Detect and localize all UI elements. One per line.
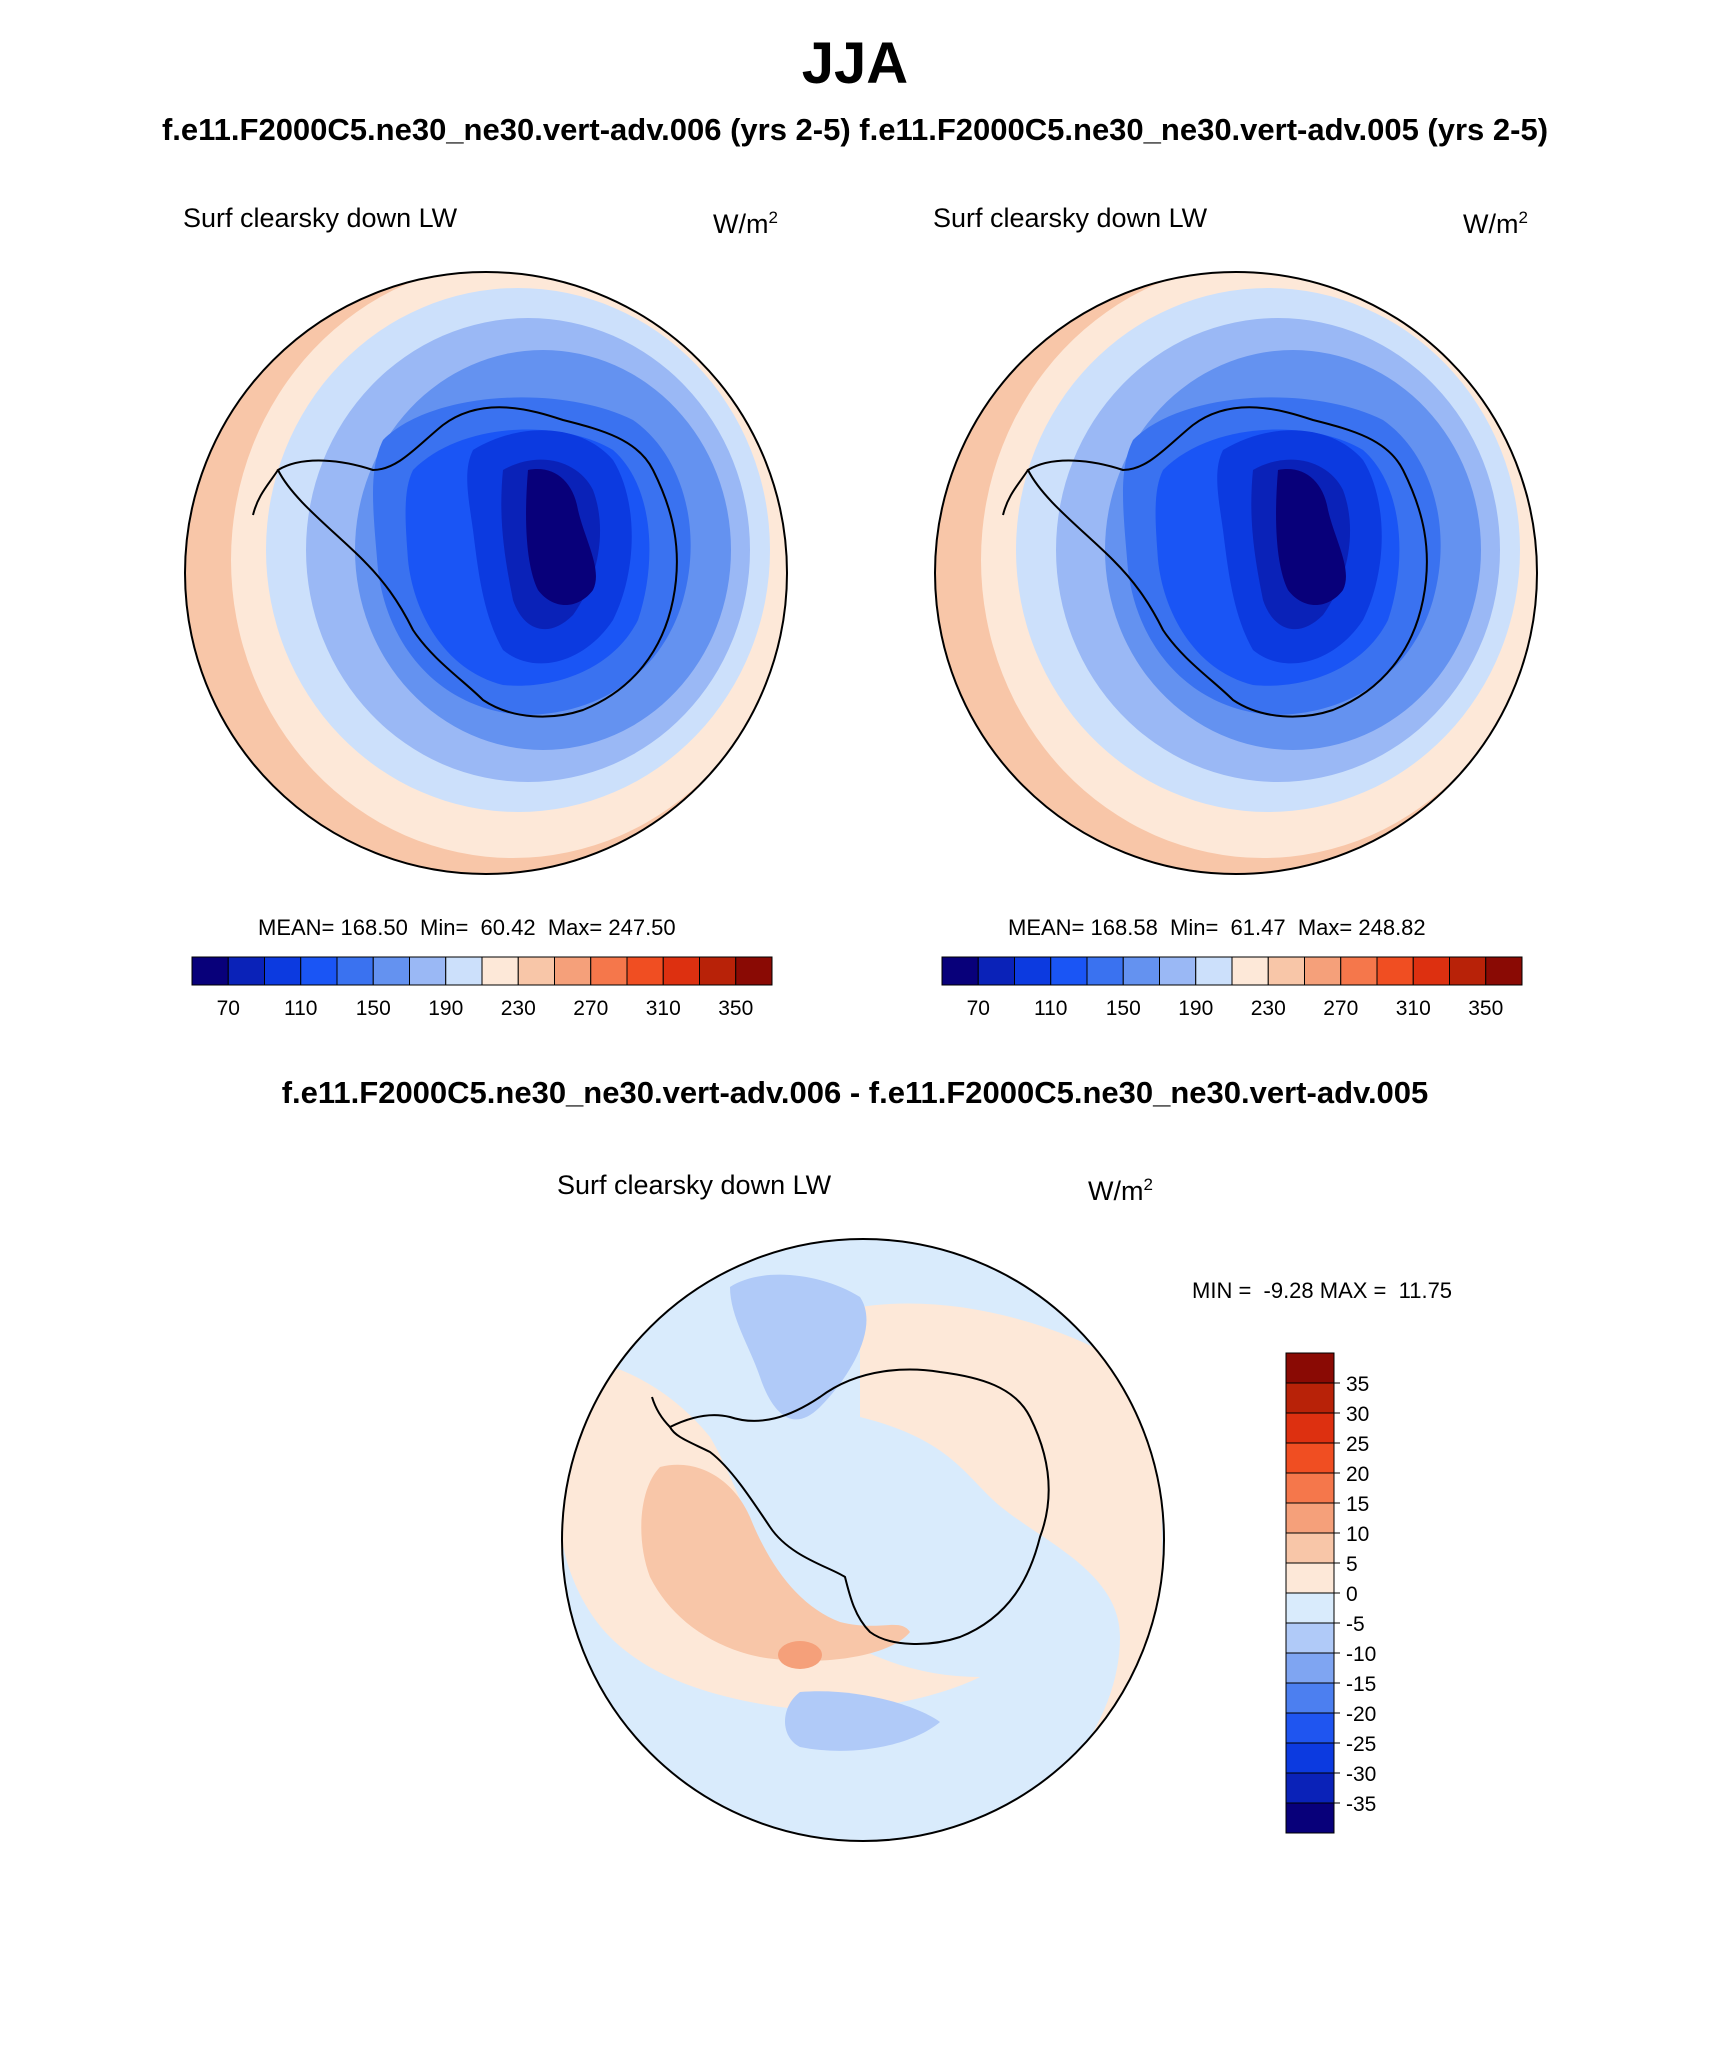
panel1-polar-map: [184, 271, 788, 875]
panel1-colorbar: 70 110 150 190 230 270 310 350: [191, 956, 773, 1020]
colorbar-swatch: [1412, 956, 1450, 986]
colorbar-tick-label: -10: [1346, 1643, 1376, 1666]
colorbar-swatch: [1485, 956, 1523, 986]
colorbar-tick-label: -25: [1346, 1733, 1376, 1756]
colorbar-swatch: [699, 956, 737, 986]
colorbar-swatch: [1050, 956, 1088, 986]
colorbar-swatch: [1285, 1412, 1335, 1444]
colorbar-tick-label: 310: [646, 997, 681, 1020]
panel2-stats: MEAN= 168.58 Min= 61.47 Max= 248.82: [1008, 915, 1426, 940]
colorbar-swatch: [300, 956, 338, 986]
panel1-units: W/m2: [713, 208, 778, 239]
diff-polar-map: [561, 1238, 1165, 1842]
colorbar-swatch: [1285, 1472, 1335, 1504]
colorbar-swatch: [590, 956, 628, 986]
colorbar-swatch: [1285, 1502, 1335, 1534]
colorbar-tick-label: 350: [718, 997, 753, 1020]
colorbar-swatch: [1285, 1682, 1335, 1714]
diff-title: f.e11.F2000C5.ne30_ne30.vert-adv.006 - f…: [281, 1075, 1429, 1110]
colorbar-swatch: [1304, 956, 1342, 986]
colorbar-swatch: [481, 956, 519, 986]
colorbar-tick-label: -15: [1346, 1673, 1376, 1696]
colorbar-tick-label: 20: [1346, 1463, 1369, 1486]
colorbar-tick-label: 25: [1346, 1433, 1369, 1456]
colorbar-swatch: [445, 956, 483, 986]
colorbar-swatch: [1195, 956, 1233, 986]
colorbar-tick-label: -35: [1346, 1793, 1376, 1816]
colorbar-tick-label: 230: [501, 997, 536, 1020]
colorbar-swatch: [1285, 1382, 1335, 1414]
diff-stats: MIN = -9.28 MAX = 11.75: [1192, 1278, 1453, 1303]
colorbar-swatch: [1285, 1442, 1335, 1474]
colorbar-swatch: [1285, 1532, 1335, 1564]
colorbar-tick-label: 150: [356, 997, 391, 1020]
figure-subtitle: f.e11.F2000C5.ne30_ne30.vert-adv.006 (yr…: [161, 112, 1549, 147]
colorbar-tick-label: -5: [1346, 1613, 1365, 1636]
colorbar-swatch: [1086, 956, 1124, 986]
colorbar-tick-label: 0: [1346, 1583, 1358, 1606]
colorbar-tick-label: 10: [1346, 1523, 1369, 1546]
colorbar-swatch: [1285, 1712, 1335, 1744]
colorbar-tick-label: 15: [1346, 1493, 1369, 1516]
panel2-units: W/m2: [1463, 208, 1528, 239]
colorbar-tick-label: 70: [967, 997, 990, 1020]
colorbar-swatch: [1285, 1592, 1335, 1624]
colorbar-swatch: [1340, 956, 1378, 986]
colorbar-tick-label: 110: [284, 997, 317, 1020]
colorbar-swatch: [264, 956, 302, 986]
colorbar-tick-label: 350: [1468, 997, 1503, 1020]
panel2-polar-map: [934, 271, 1538, 875]
figure-title: JJA: [801, 31, 909, 96]
colorbar-tick-label: 35: [1346, 1373, 1369, 1396]
colorbar-swatch: [1231, 956, 1269, 986]
colorbar-swatch: [1376, 956, 1414, 986]
colorbar-swatch: [1285, 1742, 1335, 1774]
colorbar-swatch: [1285, 1622, 1335, 1654]
panel2-variable-label: Surf clearsky down LW: [933, 203, 1208, 233]
colorbar-swatch: [626, 956, 664, 986]
colorbar-tick-label: 270: [573, 997, 608, 1020]
colorbar-swatch: [941, 956, 979, 986]
colorbar-swatch: [977, 956, 1015, 986]
colorbar-swatch: [517, 956, 555, 986]
colorbar-swatch: [227, 956, 265, 986]
colorbar-tick-label: 5: [1346, 1553, 1358, 1576]
panel1-stats: MEAN= 168.50 Min= 60.42 Max= 247.50: [258, 915, 676, 940]
colorbar-swatch: [1449, 956, 1487, 986]
colorbar-tick-label: 310: [1396, 997, 1431, 1020]
colorbar-tick-label: -20: [1346, 1703, 1376, 1726]
colorbar-tick-label: 190: [1178, 997, 1213, 1020]
colorbar-swatch: [1285, 1802, 1335, 1834]
colorbar-swatch: [1014, 956, 1052, 986]
diff-units: W/m2: [1088, 1175, 1153, 1206]
colorbar-tick-label: 150: [1106, 997, 1141, 1020]
colorbar-tick-label: 270: [1323, 997, 1358, 1020]
colorbar-swatch: [554, 956, 592, 986]
colorbar-swatch: [1285, 1562, 1335, 1594]
colorbar-tick-label: -30: [1346, 1763, 1376, 1786]
colorbar-swatch: [372, 956, 410, 986]
colorbar-tick-label: 30: [1346, 1403, 1369, 1426]
colorbar-swatch: [1267, 956, 1305, 986]
colorbar-swatch: [662, 956, 700, 986]
colorbar-swatch: [1285, 1352, 1335, 1384]
colorbar-swatch: [1285, 1772, 1335, 1804]
colorbar-tick-label: 230: [1251, 997, 1286, 1020]
diff-variable-label: Surf clearsky down LW: [557, 1170, 832, 1200]
panel1-variable-label: Surf clearsky down LW: [183, 203, 458, 233]
colorbar-tick-label: 110: [1034, 997, 1067, 1020]
colorbar-tick-label: 70: [217, 997, 240, 1020]
colorbar-swatch: [1285, 1652, 1335, 1684]
colorbar-swatch: [735, 956, 773, 986]
colorbar-swatch: [1159, 956, 1197, 986]
colorbar-tick-label: 190: [428, 997, 463, 1020]
diff-colorbar: 35 30 25 20 15 10 5 0 -5 -10 -15 -20 -25 -30 -35: [1285, 1352, 1376, 1834]
panel2-colorbar: 70 110 150 190 230 270 310 350: [941, 956, 1523, 1020]
colorbar-swatch: [409, 956, 447, 986]
colorbar-swatch: [336, 956, 374, 986]
colorbar-swatch: [191, 956, 229, 986]
colorbar-swatch: [1122, 956, 1160, 986]
